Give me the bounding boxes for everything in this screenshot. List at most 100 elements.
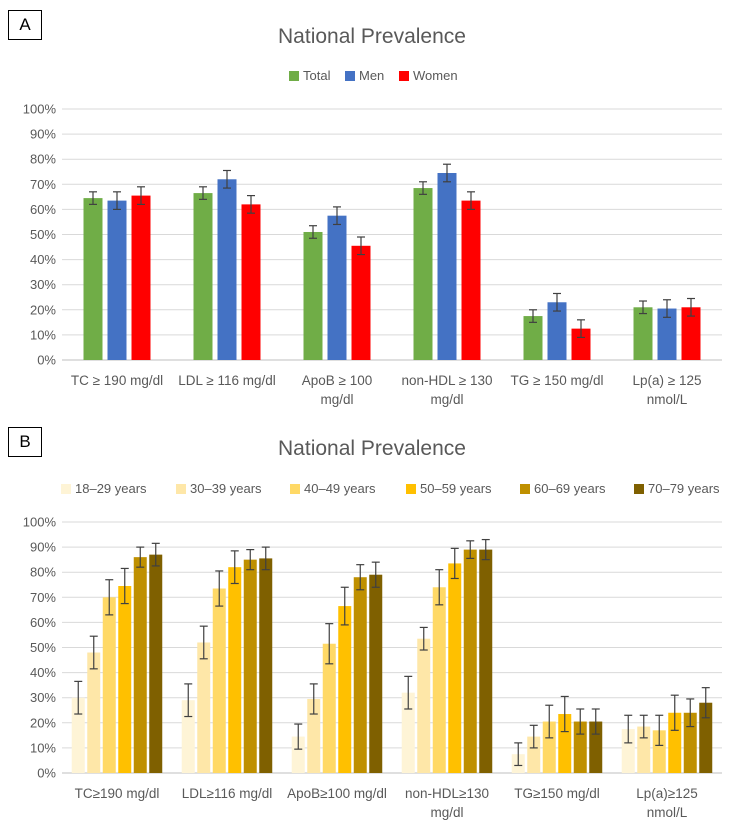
chart-title: National Prevalence	[278, 25, 466, 48]
bar	[193, 193, 213, 360]
bar	[291, 736, 305, 773]
x-tick-label: Lp(a) ≥ 125	[633, 373, 702, 388]
bar	[621, 729, 635, 773]
x-tick-label: TC ≥ 190 mg/dl	[71, 373, 163, 388]
y-tick-label: 50%	[30, 227, 56, 242]
x-tick-label: LDL ≥ 116 mg/dl	[178, 373, 275, 388]
bar	[657, 308, 677, 360]
bar	[401, 692, 415, 773]
bar	[197, 642, 211, 773]
y-tick-label: 40%	[30, 665, 56, 680]
bar	[243, 559, 257, 773]
y-tick-label: 100%	[23, 102, 57, 117]
bar	[131, 195, 151, 360]
y-tick-label: 90%	[30, 540, 56, 555]
bar	[479, 549, 493, 773]
y-tick-label: 10%	[30, 327, 56, 342]
x-tick-label: mg/dl	[430, 805, 463, 820]
bar	[652, 730, 666, 773]
bar	[228, 567, 242, 773]
bar	[432, 587, 446, 773]
bar	[149, 554, 163, 773]
y-tick-label: 70%	[30, 590, 56, 605]
x-tick-label: non-HDL≥130	[405, 786, 489, 801]
chart-panel-a: A National Prevalence Total Men Women 0% 10% 2…	[8, 10, 722, 407]
legend-label: 50–59 years	[420, 481, 492, 496]
legend-label: 18–29 years	[75, 481, 147, 496]
chart-a-svg: National Prevalence Total Men Women 0% 10% 20%…	[23, 25, 722, 407]
bar	[523, 316, 543, 360]
legend-swatch	[634, 484, 644, 494]
bar	[699, 702, 713, 773]
bar	[681, 307, 701, 360]
chart-panel-b: B National Prevalence 18–29 years 30–39 ye…	[0, 418, 731, 826]
bar	[369, 574, 383, 773]
bar	[571, 328, 591, 360]
y-tick-label: 70%	[30, 177, 56, 192]
legend-label: 70–79 years	[648, 481, 720, 496]
legend-swatch	[345, 71, 355, 81]
bar	[351, 245, 371, 360]
legend-swatch	[61, 484, 71, 494]
bar	[461, 200, 481, 360]
x-tick-label: LDL≥116 mg/dl	[182, 786, 272, 801]
x-tick-label: TC≥190 mg/dl	[75, 786, 160, 801]
chart-title: National Prevalence	[278, 437, 466, 460]
panel-label-a: A	[8, 10, 42, 40]
bar	[181, 700, 195, 773]
legend-swatch	[406, 484, 416, 494]
y-tick-label: 10%	[30, 740, 56, 755]
legend-swatch	[520, 484, 530, 494]
y-tick-label: 20%	[30, 302, 56, 317]
bar	[303, 231, 323, 360]
bar	[241, 204, 261, 360]
y-tick-label: 60%	[30, 202, 56, 217]
legend-label: 40–49 years	[304, 481, 376, 496]
bar	[683, 712, 697, 773]
bar	[668, 712, 682, 773]
bar	[417, 638, 431, 773]
bar	[527, 736, 541, 773]
bar	[353, 577, 367, 773]
panel-label-b: B	[8, 427, 42, 457]
x-tick-label: Lp(a)≥125	[636, 786, 697, 801]
y-tick-label: 50%	[30, 640, 56, 655]
y-tick-label: 30%	[30, 277, 56, 292]
bar	[83, 198, 103, 360]
bar	[118, 586, 132, 773]
y-tick-label: 30%	[30, 690, 56, 705]
legend-swatch	[399, 71, 409, 81]
legend-swatch	[289, 71, 299, 81]
y-tick-label: 100%	[23, 515, 57, 530]
legend-label: Women	[413, 68, 458, 83]
x-tick-label: mg/dl	[430, 392, 463, 407]
y-tick-label: 90%	[30, 127, 56, 142]
bar	[307, 698, 321, 773]
legend-label: Total	[303, 68, 331, 83]
x-tick-label: nmol/L	[647, 392, 688, 407]
legend-label: 30–39 years	[190, 481, 262, 496]
x-tick-label: ApoB ≥ 100	[302, 373, 372, 388]
bar	[558, 714, 572, 773]
y-tick-label: 80%	[30, 152, 56, 167]
x-tick-label: TG≥150 mg/dl	[514, 786, 599, 801]
bar	[322, 643, 336, 773]
y-tick-label: 0%	[37, 766, 56, 781]
y-tick-label: 80%	[30, 565, 56, 580]
y-tick-label: 20%	[30, 715, 56, 730]
bar	[463, 549, 477, 773]
bar	[259, 558, 273, 773]
bar	[413, 188, 433, 360]
bar	[327, 215, 347, 360]
bar	[133, 557, 147, 773]
bar	[71, 697, 85, 773]
bar	[338, 606, 352, 773]
legend-swatch	[290, 484, 300, 494]
legend-label: Men	[359, 68, 384, 83]
bar	[87, 652, 101, 773]
x-tick-label: mg/dl	[320, 392, 353, 407]
bar	[633, 307, 653, 360]
legend-label: 60–69 years	[534, 481, 606, 496]
x-tick-label: non-HDL ≥ 130	[402, 373, 493, 388]
bar	[212, 588, 226, 773]
